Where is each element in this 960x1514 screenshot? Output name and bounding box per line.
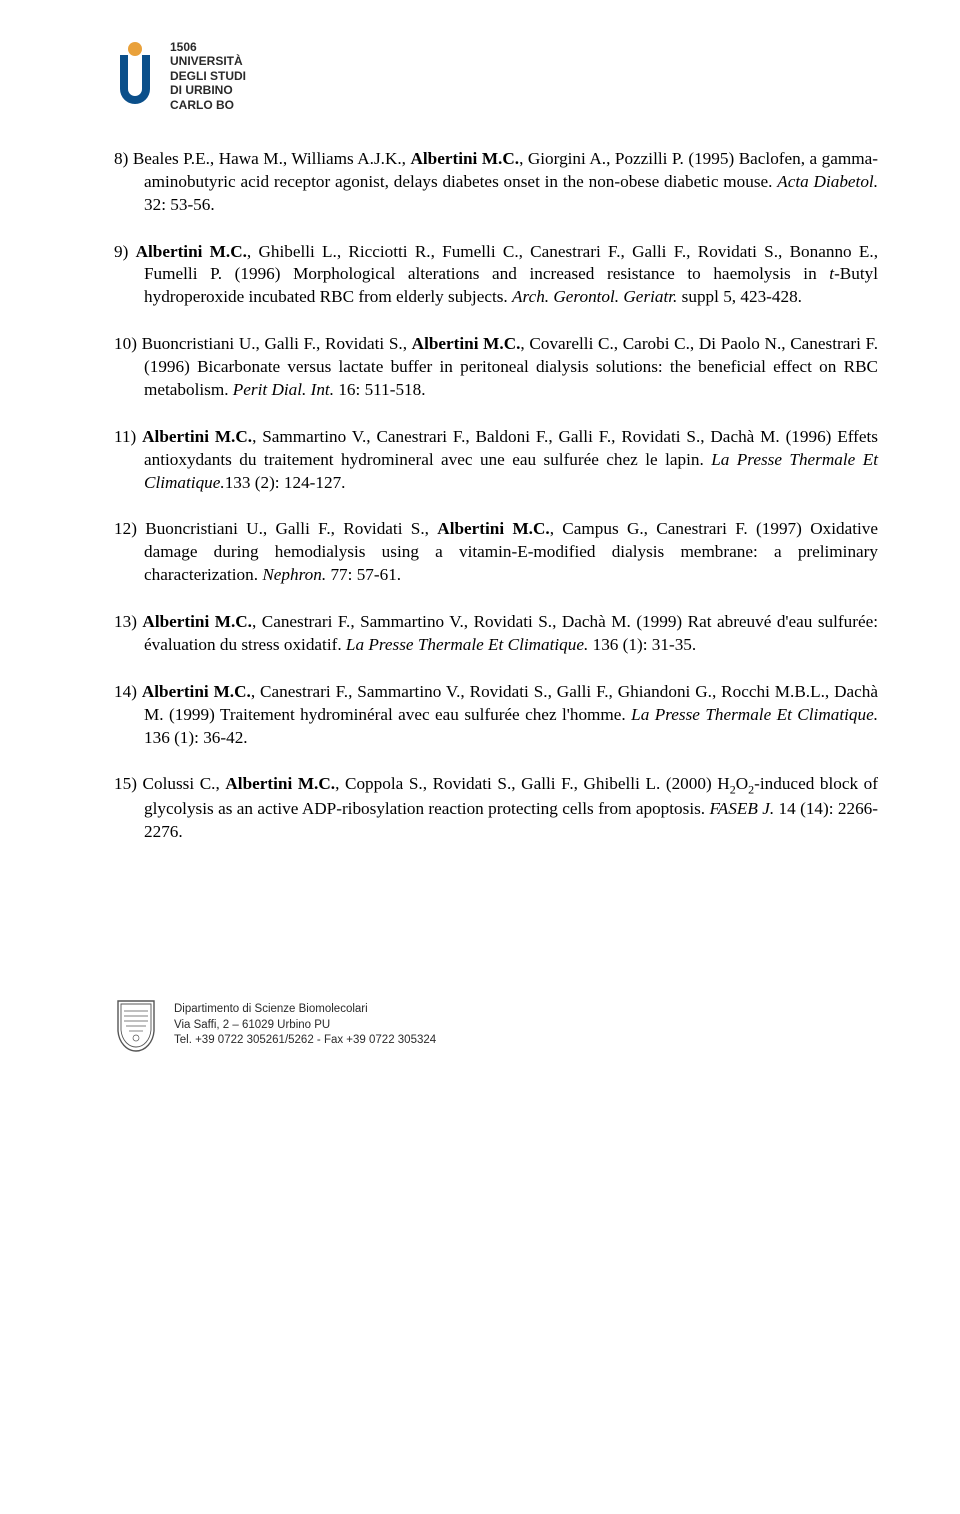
reference-item: 9) Albertini M.C., Ghibelli L., Ricciott… (114, 241, 878, 310)
institution-line1: UNIVERSITÀ (170, 54, 246, 68)
reference-number: 10) (114, 334, 142, 353)
institution-line2: DEGLI STUDI (170, 69, 246, 83)
reference-number: 12) (114, 519, 145, 538)
reference-text: Albertini M. (410, 149, 502, 168)
reference-text: Albertini M. (136, 242, 231, 261)
reference-text: Albertini M. (225, 774, 318, 793)
reference-text: Perit Dial. Int. (233, 380, 334, 399)
reference-number: 15) (114, 774, 143, 793)
institution-year: 1506 (170, 40, 246, 54)
footer-line3: Tel. +39 0722 305261/5262 - Fax +39 0722… (174, 1033, 436, 1049)
university-crest-icon (114, 999, 158, 1053)
reference-text: O (736, 774, 748, 793)
reference-number: 9) (114, 242, 136, 261)
reference-text: 133 (2): 124-127. (225, 473, 346, 492)
reference-number: 14) (114, 682, 142, 701)
reference-text: C. (504, 334, 521, 353)
reference-number: 13) (114, 612, 142, 631)
reference-item: 10) Buoncristiani U., Galli F., Rovidati… (114, 333, 878, 402)
reference-text: , Ghibelli L., Ricciotti R., Fumelli C.,… (144, 242, 878, 284)
reference-list: 8) Beales P.E., Hawa M., Williams A.J.K.… (114, 148, 878, 844)
reference-text: Albertini M. (142, 427, 235, 446)
institution-line4: CARLO BO (170, 98, 246, 112)
reference-item: 11) Albertini M.C., Sammartino V., Canes… (114, 426, 878, 495)
reference-text: 16: 511-518. (334, 380, 426, 399)
footer-line1: Dipartimento di Scienze Biomolecolari (174, 1002, 436, 1018)
reference-text: suppl 5, 423-428. (677, 287, 802, 306)
reference-text: 32: 53-56. (144, 195, 215, 214)
institution-line3: DI URBINO (170, 83, 246, 97)
reference-text: FASEB J. (709, 799, 774, 818)
reference-text: C. (318, 774, 335, 793)
page-footer: Dipartimento di Scienze Biomolecolari Vi… (114, 999, 878, 1053)
institution-name: 1506 UNIVERSITÀ DEGLI STUDI DI URBINO CA… (170, 40, 246, 112)
reference-text: 77: 57-61. (326, 565, 401, 584)
reference-item: 12) Buoncristiani U., Galli F., Rovidati… (114, 518, 878, 587)
reference-text: 136 (1): 36-42. (144, 728, 248, 747)
reference-item: 13) Albertini M.C., Canestrari F., Samma… (114, 611, 878, 657)
reference-text: Nephron. (262, 565, 326, 584)
reference-text: La Presse Thermale Et Climatique. (346, 635, 588, 654)
reference-number: 11) (114, 427, 142, 446)
reference-text: Buoncristiani U., Galli F., Rovidati S., (145, 519, 437, 538)
reference-text: Albertini M. (142, 682, 234, 701)
reference-text: , Coppola S., Rovidati S., Galli F., Ghi… (335, 774, 730, 793)
reference-text: C. (502, 149, 519, 168)
reference-item: 8) Beales P.E., Hawa M., Williams A.J.K.… (114, 148, 878, 217)
reference-text: C. (235, 427, 252, 446)
reference-text: Buoncristiani U., Galli F., Rovidati S., (142, 334, 412, 353)
reference-item: 14) Albertini M.C., Canestrari F., Samma… (114, 681, 878, 750)
reference-text: Colussi C., (143, 774, 226, 793)
reference-text: Albertini M. (142, 612, 235, 631)
reference-text: C. (235, 612, 252, 631)
reference-text: 136 (1): 31-35. (588, 635, 696, 654)
reference-text: C. (234, 682, 251, 701)
reference-text: C. (230, 242, 247, 261)
footer-line2: Via Saffi, 2 – 61029 Urbino PU (174, 1018, 436, 1034)
reference-text: Acta Diabetol. (777, 172, 878, 191)
university-u-logo-icon (114, 41, 156, 111)
footer-address: Dipartimento di Scienze Biomolecolari Vi… (174, 1002, 436, 1049)
reference-text: Albertini M. (437, 519, 533, 538)
reference-text: Beales P.E., Hawa M., Williams A.J.K., (133, 149, 411, 168)
reference-item: 15) Colussi C., Albertini M.C., Coppola … (114, 773, 878, 843)
reference-number: 8) (114, 149, 133, 168)
reference-text: C. (533, 519, 550, 538)
reference-text: Arch. Gerontol. Geriatr. (512, 287, 677, 306)
institution-header: 1506 UNIVERSITÀ DEGLI STUDI DI URBINO CA… (114, 40, 878, 112)
reference-text: La Presse Thermale Et Climatique. (631, 705, 878, 724)
reference-text: Albertini M. (412, 334, 504, 353)
